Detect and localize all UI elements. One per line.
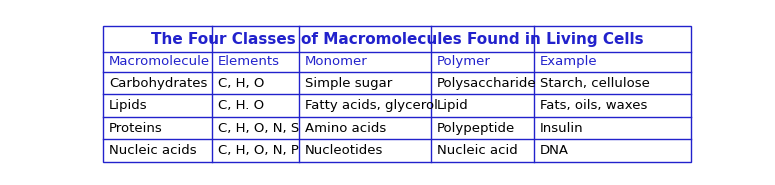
Text: C, H, O, N, P: C, H, O, N, P xyxy=(218,144,298,157)
Text: Elements: Elements xyxy=(218,56,280,68)
Text: Fatty acids, glycerol: Fatty acids, glycerol xyxy=(305,99,438,112)
Text: The Four Classes of Macromolecules Found in Living Cells: The Four Classes of Macromolecules Found… xyxy=(151,32,643,47)
Text: Polypeptide: Polypeptide xyxy=(437,122,515,134)
Text: C, H, O, N, S: C, H, O, N, S xyxy=(218,122,299,134)
Text: Proteins: Proteins xyxy=(109,122,163,134)
Text: Carbohydrates: Carbohydrates xyxy=(109,77,207,90)
Text: Lipids: Lipids xyxy=(109,99,147,112)
Text: Macromolecule: Macromolecule xyxy=(109,56,210,68)
Text: Starch, cellulose: Starch, cellulose xyxy=(540,77,650,90)
Text: C, H, O: C, H, O xyxy=(218,77,264,90)
Text: Nucleotides: Nucleotides xyxy=(305,144,383,157)
Text: C, H. O: C, H. O xyxy=(218,99,264,112)
Text: Monomer: Monomer xyxy=(305,56,367,68)
Text: Simple sugar: Simple sugar xyxy=(305,77,392,90)
Text: Polysaccharide: Polysaccharide xyxy=(437,77,537,90)
Text: Lipid: Lipid xyxy=(437,99,469,112)
Text: DNA: DNA xyxy=(540,144,569,157)
Text: Nucleic acid: Nucleic acid xyxy=(437,144,518,157)
Text: Amino acids: Amino acids xyxy=(305,122,386,134)
Text: Polymer: Polymer xyxy=(437,56,491,68)
Text: Insulin: Insulin xyxy=(540,122,584,134)
Text: Fats, oils, waxes: Fats, oils, waxes xyxy=(540,99,648,112)
Text: Example: Example xyxy=(540,56,598,68)
Text: Nucleic acids: Nucleic acids xyxy=(109,144,196,157)
